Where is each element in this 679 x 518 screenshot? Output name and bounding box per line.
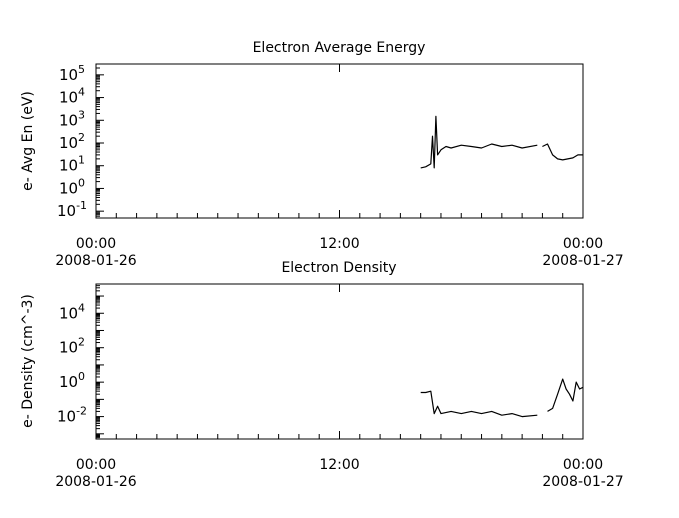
series-layer-density <box>420 378 584 418</box>
x-tick-label: 00:00 <box>563 236 603 252</box>
plot-frame-density <box>95 283 584 440</box>
chart-title-density: Electron Density <box>281 260 396 276</box>
y-tick-label: 103 <box>59 108 85 129</box>
plot-frame-avg-energy <box>95 63 584 219</box>
y-tick-label: 104 <box>59 86 85 107</box>
data-series-line <box>420 390 538 418</box>
x-tick-label: 00:00 <box>76 457 116 473</box>
panel-density: Electron Density e- Density (cm^-3) 10-2… <box>20 260 624 490</box>
y-tick-label: 102 <box>59 131 85 152</box>
y-tick-label: 102 <box>59 336 85 357</box>
y-tick-label: 100 <box>59 370 85 391</box>
y-tick-label: 104 <box>59 301 85 322</box>
y-tick-label: 101 <box>59 154 85 175</box>
y-axis-label-avg-energy: e- Avg En (eV) <box>20 91 36 191</box>
x-tick-date-label: 2008-01-26 <box>55 253 136 269</box>
x-tick-date-label: 2008-01-26 <box>55 474 136 490</box>
y-tick-label: 100 <box>59 176 85 197</box>
chart-title-avg-energy: Electron Average Energy <box>253 40 426 56</box>
x-tick-label: 12:00 <box>319 236 359 252</box>
y-tick-label: 10-1 <box>57 199 87 220</box>
y-tick-label: 105 <box>59 63 85 84</box>
data-series-line <box>547 378 584 412</box>
x-tick-label: 00:00 <box>563 457 603 473</box>
tick-layer-avg-energy: 10-110010110210310410500:002008-01-2612:… <box>55 63 623 269</box>
y-axis-label-density: e- Density (cm^-3) <box>20 294 36 428</box>
data-series-line <box>420 115 538 169</box>
data-series-line <box>542 143 583 161</box>
x-tick-date-label: 2008-01-27 <box>542 474 623 490</box>
x-tick-label: 00:00 <box>76 236 116 252</box>
y-tick-label: 10-2 <box>57 405 87 426</box>
x-tick-label: 12:00 <box>319 457 359 473</box>
x-tick-date-label: 2008-01-27 <box>542 253 623 269</box>
series-layer-avg-energy <box>420 115 583 169</box>
panel-avg-energy: Electron Average Energy e- Avg En (eV) 1… <box>20 40 624 269</box>
